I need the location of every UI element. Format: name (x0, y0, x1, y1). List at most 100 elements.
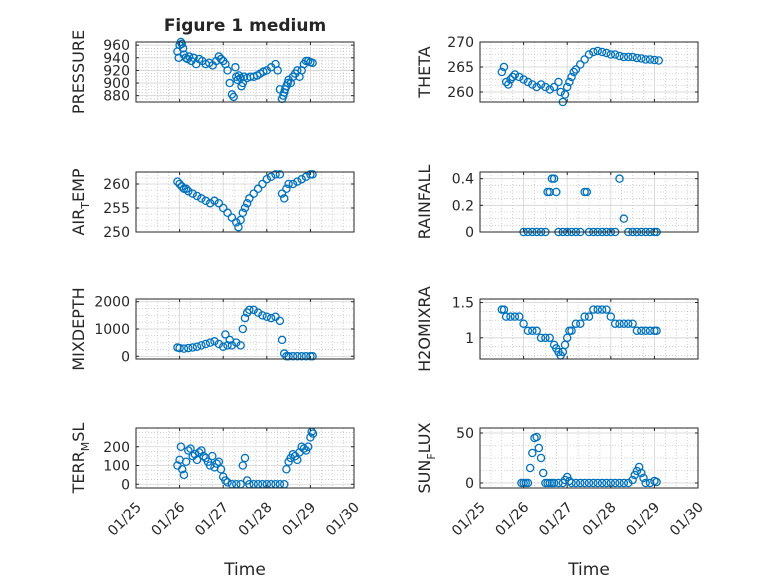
data-point (176, 442, 186, 451)
x-tick-label: 01/27 (536, 500, 576, 540)
data-point (541, 82, 550, 92)
data-point (210, 196, 219, 206)
data-point (597, 478, 607, 488)
data-point (525, 463, 535, 473)
data-point (514, 72, 524, 82)
data-point (645, 55, 655, 64)
data-point (175, 343, 184, 353)
data-point (637, 468, 646, 478)
data-point (214, 339, 224, 349)
data-point (571, 478, 581, 488)
data-point (308, 170, 317, 179)
data-point (514, 312, 524, 321)
data-point (186, 444, 195, 453)
data-point (576, 478, 585, 488)
data-point (549, 174, 559, 183)
data-point (303, 442, 313, 451)
y-axis-label: H2OMIXRA (415, 286, 434, 372)
data-point (615, 51, 624, 61)
data-point (240, 453, 250, 463)
data-point (606, 312, 616, 321)
data-point (275, 316, 285, 326)
data-point (236, 341, 245, 350)
data-point (641, 326, 650, 336)
data-point (216, 54, 226, 64)
data-point (510, 70, 520, 79)
data-point (308, 352, 317, 361)
data-point (308, 58, 317, 68)
data-point (641, 478, 650, 488)
axes-box (135, 427, 355, 489)
data-point (510, 312, 520, 321)
data-point (240, 313, 250, 323)
data-point (580, 312, 589, 321)
data-point (654, 56, 664, 65)
y-tick-label: 200 (103, 440, 130, 456)
data-point (504, 80, 513, 89)
data-point (597, 305, 607, 314)
x-axis-label: Time (223, 560, 266, 580)
data-point (192, 191, 202, 201)
data-point (284, 179, 293, 189)
data-point (293, 352, 302, 361)
data-point (308, 429, 318, 438)
data-point (602, 305, 611, 314)
data-point (571, 65, 581, 74)
data-point (560, 90, 570, 99)
x-tick-label: 01/25 (449, 500, 489, 540)
data-point (645, 326, 655, 336)
data-point (221, 330, 230, 339)
data-point (279, 194, 289, 203)
data-point (284, 352, 293, 361)
data-point (541, 333, 550, 343)
data-point (212, 459, 221, 468)
data-point (545, 85, 555, 94)
axes-box (479, 171, 699, 233)
data-point (508, 72, 517, 82)
y-tick-label: 2000 (94, 295, 130, 311)
data-point (499, 62, 509, 72)
data-point (582, 187, 592, 197)
data-point (232, 218, 241, 227)
data-point (253, 184, 263, 194)
data-point (258, 311, 267, 320)
data-point (242, 198, 252, 208)
data-point (214, 198, 224, 208)
data-point (266, 313, 276, 323)
data-point (536, 453, 546, 463)
figure-title: Figure 1 medium (164, 16, 326, 36)
data-point (536, 333, 546, 343)
axes-box (135, 171, 355, 233)
y-tick-label: 260 (447, 85, 474, 101)
data-point (288, 352, 298, 361)
y-tick-label: 250 (103, 225, 130, 241)
data-point (602, 478, 611, 488)
data-point (576, 60, 585, 69)
data-point (632, 53, 642, 63)
data-point (258, 179, 267, 189)
data-point (584, 312, 594, 321)
data-point (277, 189, 287, 198)
data-point (197, 194, 206, 203)
data-point (184, 343, 193, 353)
data-point (223, 341, 232, 350)
data-point (262, 312, 272, 321)
data-point (571, 319, 581, 328)
data-point (240, 203, 250, 213)
data-point (615, 174, 624, 183)
data-point (218, 203, 228, 213)
x-tick-label: 01/28 (580, 500, 620, 540)
data-point (277, 335, 287, 345)
data-point (282, 184, 291, 194)
data-point (177, 182, 187, 191)
y-tick-label: 0.4 (452, 172, 474, 188)
x-tick-label: 01/29 (279, 500, 319, 540)
data-point (593, 305, 602, 314)
subplot-7: 0 100 200 01/25 01/26 01/27 01/28 01/29 01/30 Tim… (69, 423, 363, 580)
y-tick-label: 270 (447, 35, 474, 51)
data-point (192, 342, 202, 351)
data-point (184, 52, 194, 61)
